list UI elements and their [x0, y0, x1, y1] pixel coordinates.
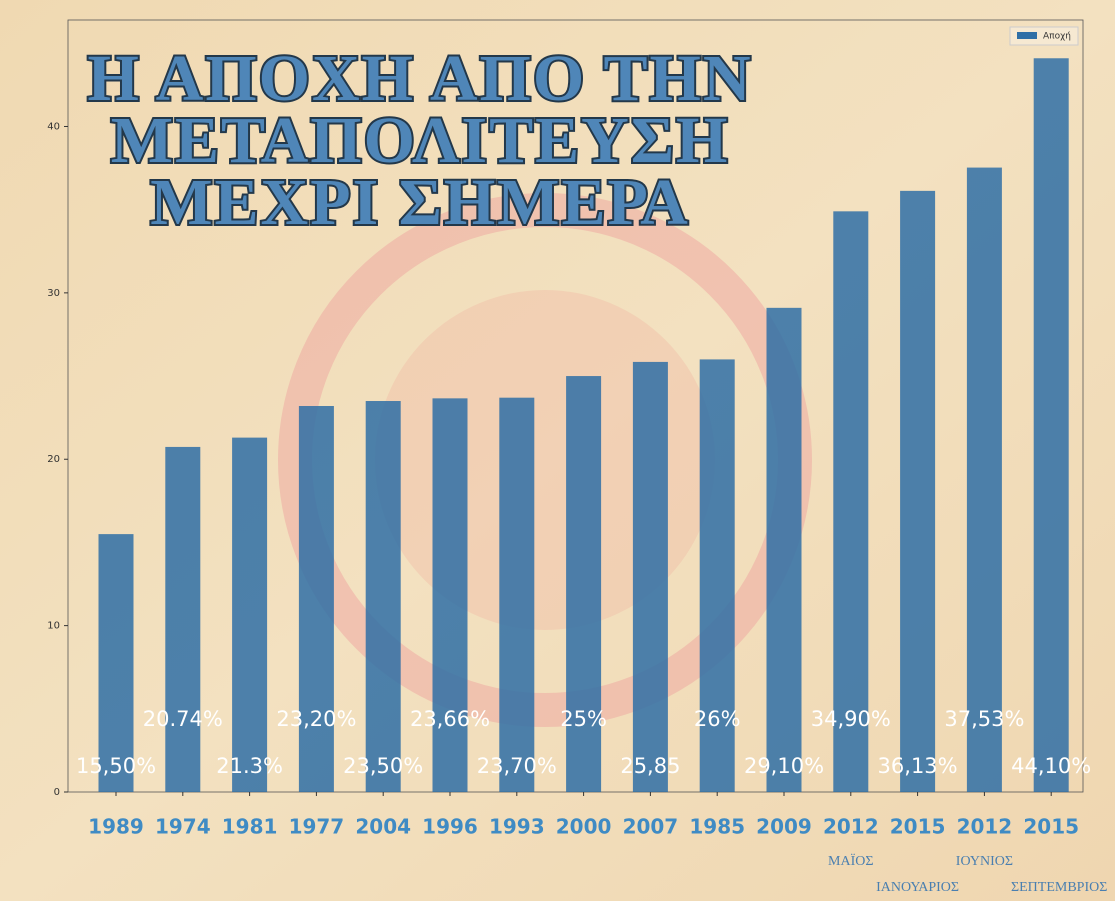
- bar: [833, 211, 869, 793]
- x-tick-label: 1981: [222, 815, 278, 839]
- value-label: 15,50%: [76, 754, 156, 778]
- bar: [298, 406, 334, 792]
- month-label: ΙΟΥΝΙΟΣ: [956, 854, 1013, 869]
- x-tick-label: 2015: [890, 815, 946, 839]
- bar: [365, 401, 401, 792]
- y-tick-label: 30: [47, 288, 60, 299]
- chart-title: Η ΑΠΟΧΗ ΑΠΟ ΤΗΝ: [87, 42, 752, 115]
- bar: [232, 437, 268, 792]
- bar: [699, 359, 735, 792]
- bar: [432, 398, 468, 792]
- x-tick-label: 1996: [422, 815, 478, 839]
- x-tick-label: 1974: [155, 815, 211, 839]
- value-label: 25,85: [620, 754, 680, 778]
- bar: [966, 167, 1002, 793]
- value-label: 34,90%: [811, 707, 891, 731]
- x-tick-label: 2009: [756, 815, 812, 839]
- x-tick-label: 2015: [1023, 815, 1079, 839]
- x-tick-label: 2012: [957, 815, 1013, 839]
- bar: [632, 361, 668, 792]
- x-tick-label: 2000: [556, 815, 612, 839]
- value-label: 37,53%: [944, 707, 1024, 731]
- month-label: ΙΑΝΟΥΑΡΙΟΣ: [876, 880, 959, 895]
- bar: [566, 376, 602, 792]
- y-tick-label: 40: [47, 121, 60, 132]
- x-tick-label: 1977: [289, 815, 345, 839]
- x-tick-label: 2012: [823, 815, 879, 839]
- x-tick-label: 1993: [489, 815, 545, 839]
- x-tick-label: 1985: [689, 815, 745, 839]
- y-tick-label: 20: [47, 454, 60, 465]
- legend-swatch: [1017, 32, 1037, 39]
- chart-title: ΜΕΧΡΙ ΣΗΜΕΡΑ: [150, 166, 690, 239]
- value-label: 23,50%: [343, 754, 423, 778]
- value-label: 20.74%: [143, 707, 223, 731]
- value-label: 23,66%: [410, 707, 490, 731]
- chart-title: ΜΕΤΑΠΟΛΙΤΕΥΣΗ: [111, 104, 730, 177]
- value-label: 23,70%: [477, 754, 557, 778]
- bar: [1033, 58, 1069, 793]
- legend-box: [1009, 26, 1079, 46]
- x-tick-label: 2004: [355, 815, 411, 839]
- month-label: ΣΕΠΤΕΜΒΡΙΟΣ: [1011, 880, 1107, 895]
- value-label: 44,10%: [1011, 754, 1091, 778]
- x-tick-label: 2007: [623, 815, 679, 839]
- bar: [499, 397, 535, 792]
- value-label: 21.3%: [216, 754, 283, 778]
- value-label: 36,13%: [878, 754, 958, 778]
- value-label: 25%: [560, 707, 607, 731]
- bar: [165, 446, 201, 792]
- value-label: 26%: [694, 707, 741, 731]
- bar: [900, 190, 936, 792]
- month-label: ΜΑΪΟΣ: [828, 852, 873, 869]
- x-tick-label: 1989: [88, 815, 144, 839]
- value-label: 29,10%: [744, 754, 824, 778]
- bar: [98, 534, 134, 792]
- bar: [766, 307, 802, 792]
- y-tick-label: 10: [47, 621, 60, 632]
- y-tick-label: 0: [54, 787, 60, 798]
- value-label: 23,20%: [276, 707, 356, 731]
- legend-label: Αποχή: [1043, 32, 1071, 42]
